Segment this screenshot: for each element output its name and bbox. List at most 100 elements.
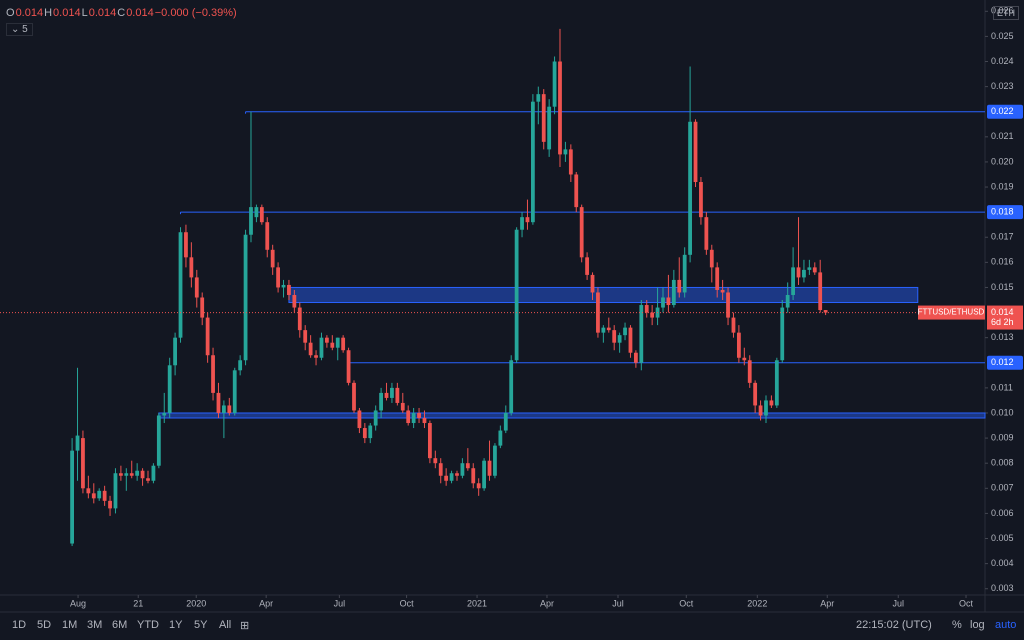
level-badge-label: 0.022 — [991, 106, 1014, 116]
range-button[interactable]: 3M — [87, 619, 103, 631]
candle — [677, 257, 682, 298]
candle — [221, 400, 226, 439]
candle — [81, 430, 85, 494]
candle — [352, 380, 356, 413]
last-price-label: 0.014 — [991, 307, 1014, 317]
candle-body — [807, 267, 812, 270]
level-badge — [987, 205, 1023, 220]
range-button[interactable]: 6M — [112, 619, 128, 631]
candle — [699, 176, 703, 225]
candle-body — [715, 267, 720, 290]
candle-body — [395, 387, 400, 403]
candle — [118, 465, 123, 481]
range-button[interactable]: YTD — [137, 619, 159, 631]
candle — [558, 28, 562, 167]
candle-body — [417, 412, 421, 419]
candle-body — [644, 305, 649, 313]
candle-body — [699, 182, 703, 218]
candle — [140, 468, 145, 486]
candle — [661, 287, 665, 313]
candle — [666, 274, 671, 313]
candle-body — [780, 307, 785, 361]
candle — [536, 86, 541, 125]
candle-body — [541, 94, 546, 142]
candle-body — [184, 232, 188, 258]
candle — [146, 470, 150, 484]
candle-body — [449, 473, 454, 481]
candle — [633, 350, 638, 368]
candle-body — [666, 297, 671, 306]
zone — [158, 412, 986, 419]
range-button[interactable]: 1M — [62, 619, 78, 631]
candle — [243, 229, 248, 366]
candle-body — [400, 402, 405, 411]
candle-body — [232, 370, 237, 413]
candle-body — [113, 473, 118, 509]
candle — [362, 423, 367, 444]
candle-body — [368, 425, 373, 439]
level-badge-label: 0.012 — [991, 357, 1014, 367]
candle — [563, 141, 568, 162]
candle-body — [796, 267, 801, 278]
candle — [774, 357, 779, 408]
x-tick-label: 2020 — [186, 598, 206, 608]
candle — [379, 387, 383, 419]
candle-body — [628, 327, 633, 353]
y-tick-label: 0.021 — [991, 131, 1014, 141]
candle — [422, 410, 427, 429]
candle-body — [254, 207, 259, 218]
candle — [297, 302, 302, 338]
y-tick-label: 0.013 — [991, 332, 1014, 342]
candle — [812, 262, 817, 275]
candle-body — [726, 292, 730, 318]
range-button[interactable]: 5Y — [194, 619, 208, 631]
candle — [547, 99, 552, 157]
candle-body — [585, 257, 589, 275]
candle — [476, 478, 481, 496]
candle-body — [812, 267, 817, 273]
auto-toggle[interactable]: auto — [995, 619, 1017, 631]
candle-body — [460, 463, 465, 476]
y-tick-label: 0.025 — [991, 31, 1014, 41]
range-button[interactable]: 5D — [37, 619, 52, 631]
candle — [373, 405, 378, 431]
candle — [308, 335, 313, 358]
log-toggle[interactable]: log — [970, 619, 985, 631]
range-button[interactable]: 1Y — [169, 619, 183, 631]
candle-body — [661, 297, 665, 308]
date-range-button[interactable]: ⊞ — [240, 620, 250, 632]
candle — [731, 312, 736, 338]
currency-label[interactable]: ETH — [993, 6, 1019, 20]
candle — [384, 382, 389, 401]
candle-body — [162, 412, 167, 416]
candle-body — [633, 352, 638, 363]
candle-body — [384, 392, 389, 398]
candle — [151, 463, 156, 484]
candle — [303, 325, 308, 351]
y-tick-label: 0.023 — [991, 81, 1014, 91]
candle-body — [227, 405, 232, 413]
candle-body — [292, 294, 297, 308]
candle — [411, 407, 416, 429]
candle — [644, 300, 649, 318]
candle — [341, 335, 346, 353]
y-tick-label: 0.006 — [991, 508, 1014, 518]
candle-body — [124, 473, 129, 476]
candle-body — [406, 410, 411, 424]
candle — [791, 247, 795, 301]
range-button[interactable]: All — [219, 619, 232, 631]
candle-body — [346, 350, 351, 383]
candle — [715, 262, 720, 298]
candle-body — [314, 355, 318, 358]
candle — [503, 405, 508, 434]
indicator-toggle[interactable]: ⌄ 5 — [6, 23, 33, 36]
candle — [75, 367, 80, 481]
x-tick-label: Oct — [959, 598, 974, 608]
percent-toggle[interactable]: % — [952, 619, 962, 631]
candle — [736, 325, 741, 363]
candle — [259, 204, 264, 225]
candle-body — [194, 277, 199, 298]
candle-body — [482, 460, 486, 489]
range-button[interactable]: 1D — [12, 619, 27, 631]
candle-body — [568, 149, 573, 175]
